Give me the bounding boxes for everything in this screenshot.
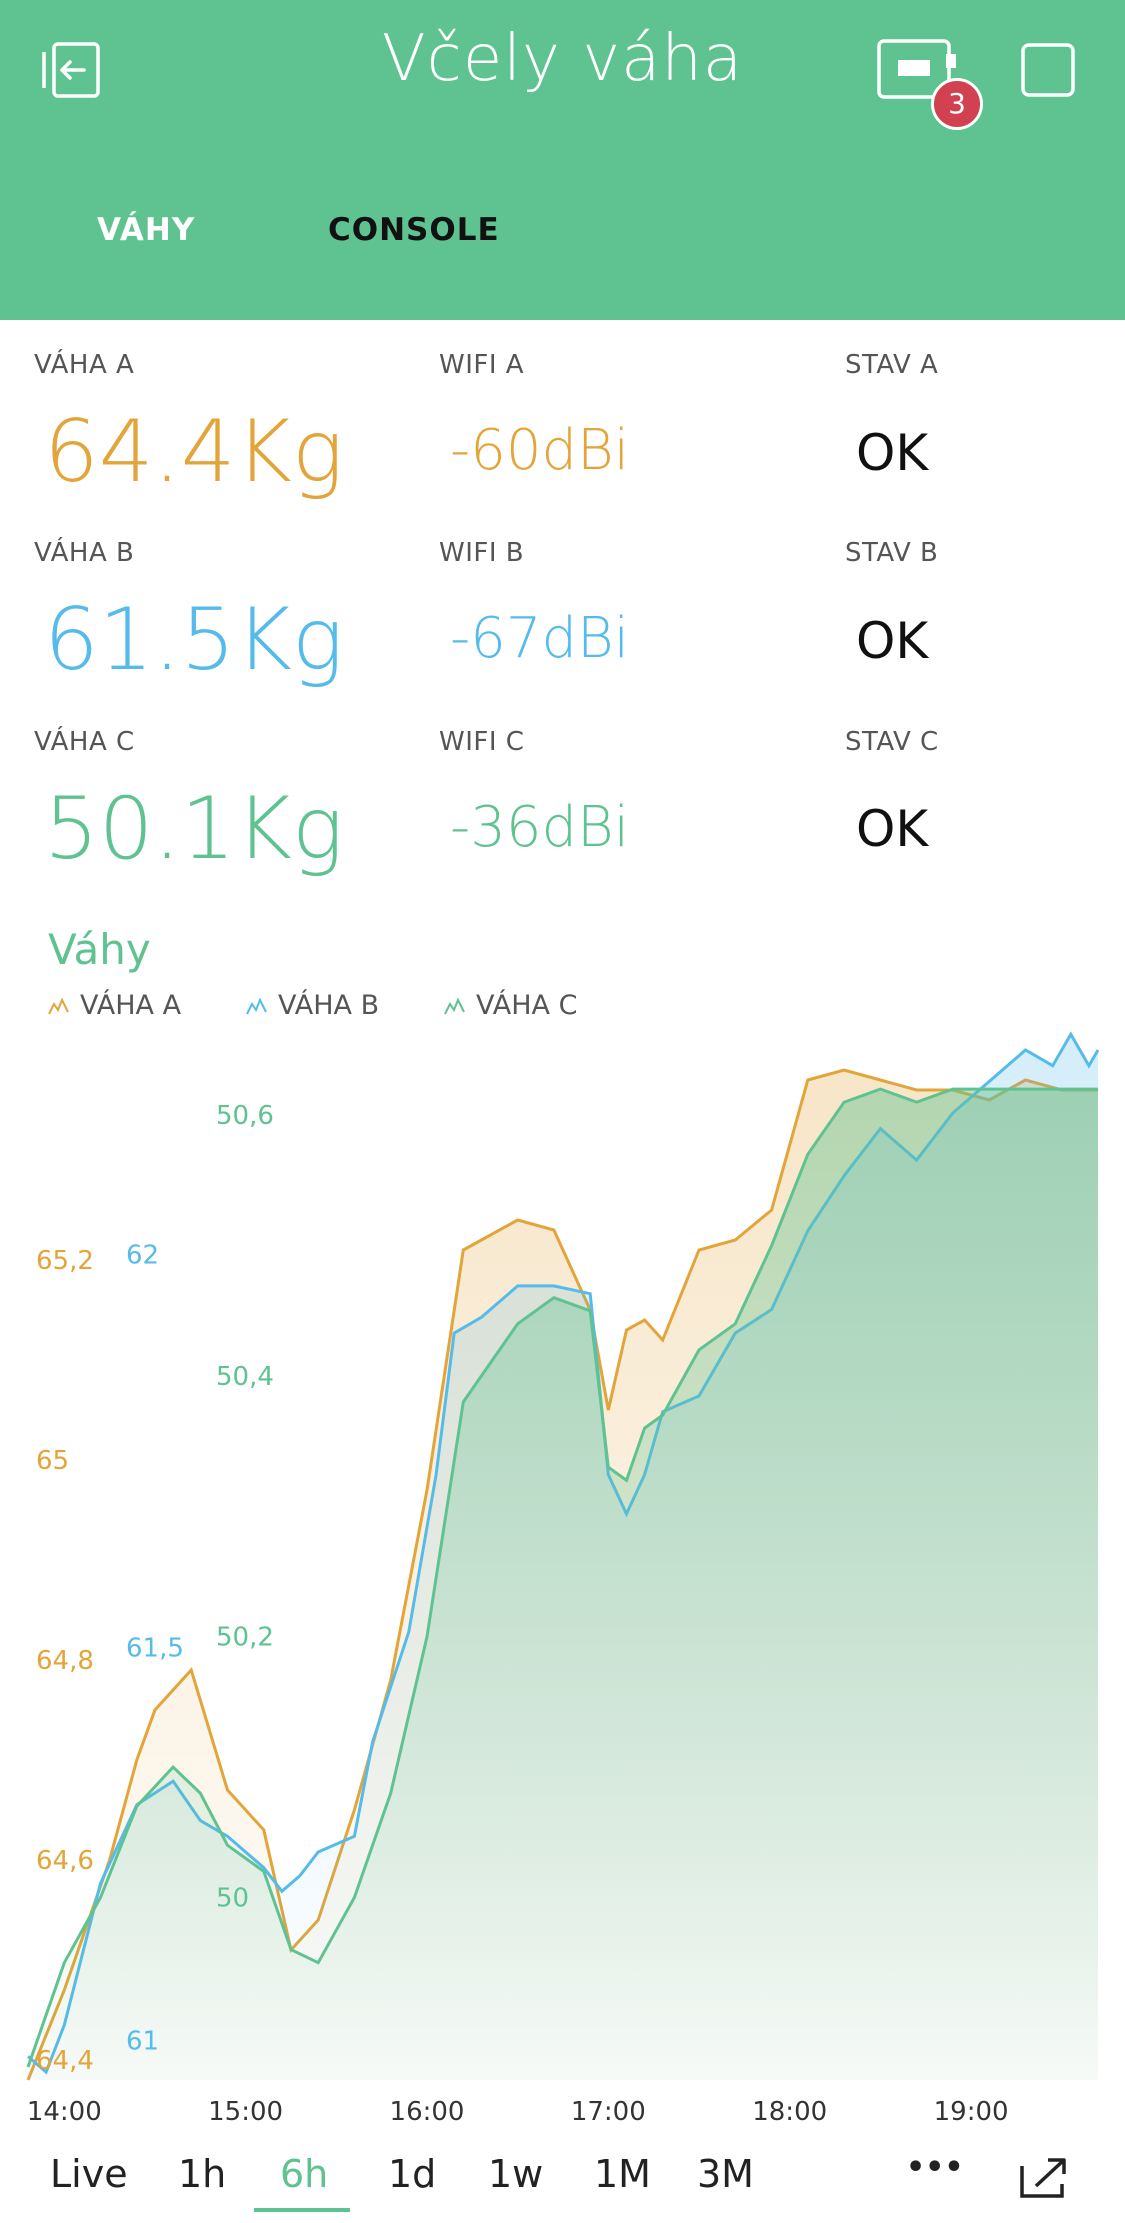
range-live[interactable]: Live [50,2152,128,2196]
chart-line-icon [444,997,465,1014]
range-1w[interactable]: 1w [488,2152,544,2196]
y-tick-label: 64,6 [36,1846,94,1876]
range-3M[interactable]: 3M [697,2152,754,2196]
x-tick-label: 14:00 [27,2097,102,2127]
tab-vahy[interactable]: VÁHY [97,212,196,248]
y-tick-label: 50 [216,1884,249,1914]
legend-item-b[interactable]: VÁHA B [246,990,379,1021]
y-tick-label: 61 [126,2027,159,2057]
wifi-b-value: -67dBi [450,606,630,671]
y-tick-label: 64,8 [36,1646,94,1676]
series-line-3 [26,1087,1098,2068]
weights-chart[interactable]: 64,4 64,6 64,8 65 65,2 61 61,5 62 50 50,2 50,4 50,6… [0,1030,1125,2140]
legend-label-a: VÁHA A [80,990,182,1021]
wifi-a-value: -60dBi [450,418,630,483]
x-tick-label: 18:00 [752,2097,827,2127]
weight-b-label: VÁHA B [34,538,135,568]
wifi-a-label: WIFI A [439,350,525,380]
state-b-label: STAV B [845,538,939,568]
weight-a-label: VÁHA A [34,350,135,380]
x-tick-label: 16:00 [390,2097,465,2127]
legend-label-b: VÁHA B [278,990,380,1021]
legend-label-c: VÁHA C [476,990,578,1021]
device-icon[interactable] [876,38,958,100]
weight-a-value: 64.4Kg [44,402,344,502]
state-c-value: OK [856,800,929,858]
y-tick-label: 64,4 [36,2046,94,2076]
x-tick-label: 15:00 [208,2097,283,2127]
weight-b-value: 61.5Kg [44,590,344,690]
wifi-c-value: -36dBi [450,795,630,860]
range-6h[interactable]: 6h [280,2152,329,2196]
x-tick-label: 17:00 [571,2097,646,2127]
chart-line-icon [48,997,69,1014]
share-icon[interactable] [1018,2156,1070,2200]
y-tick-label: 62 [126,1240,159,1270]
range-1d[interactable]: 1d [388,2152,437,2196]
wifi-b-label: WIFI B [439,538,525,568]
legend-item-c[interactable]: VÁHA C [444,990,577,1021]
weight-c-value: 50.1Kg [44,779,344,879]
series-area-3 [28,1089,1098,2080]
chart-line-icon [246,997,267,1014]
y-tick-label: 61,5 [126,1634,184,1664]
y-tick-label: 65,2 [36,1246,94,1276]
back-icon[interactable] [40,38,112,102]
range-1M[interactable]: 1M [594,2152,651,2196]
state-c-label: STAV C [845,727,939,757]
state-a-value: OK [856,424,929,482]
y-tick-label: 50,2 [216,1623,274,1653]
square-icon[interactable] [1020,42,1076,98]
y-tick-label: 50,6 [216,1101,274,1131]
notification-badge: 3 [931,78,983,130]
wifi-c-label: WIFI C [439,727,525,757]
weight-c-label: VÁHA C [34,727,135,757]
legend-item-a[interactable]: VÁHA A [48,990,181,1021]
tab-console[interactable]: CONSOLE [328,212,500,248]
series-line-1 [26,1068,1098,2081]
y-tick-label: 65 [36,1446,69,1476]
state-b-value: OK [856,612,929,670]
state-a-label: STAV A [845,350,939,380]
more-icon[interactable]: ••• [906,2150,964,2185]
app-header: Včely váha 3 VÁHY CONSOLE [0,0,1125,320]
app-title: Včely váha [381,22,744,96]
range-1h[interactable]: 1h [178,2152,227,2196]
y-tick-label: 50,4 [216,1362,274,1392]
range-active-indicator [254,2208,350,2212]
x-tick-label: 19:00 [934,2097,1009,2127]
chart-title: Váhy [48,925,151,974]
time-range-bar: Live 1h 6h 1d 1w 1M 3M ••• [0,2140,1125,2220]
